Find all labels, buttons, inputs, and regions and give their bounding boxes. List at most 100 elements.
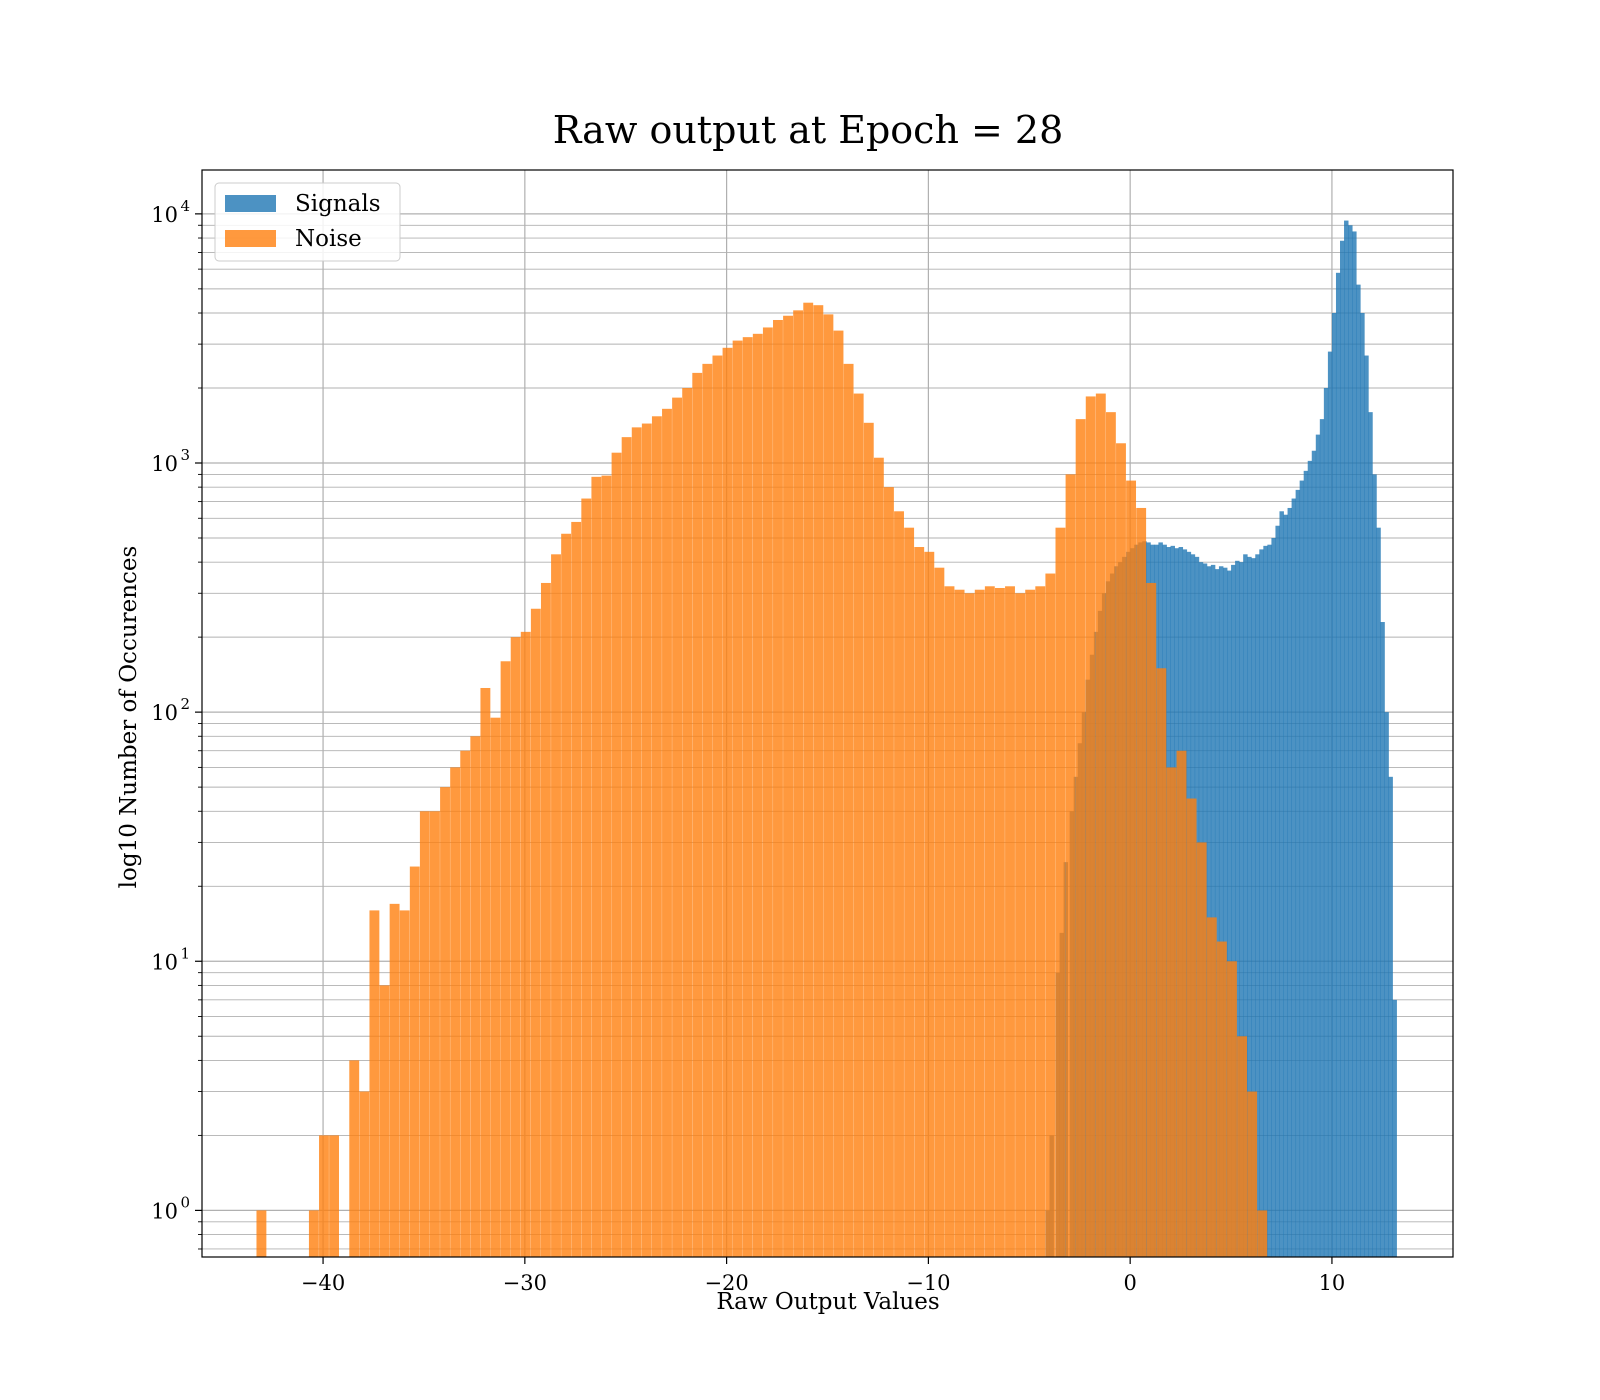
histogram-bar-noise bbox=[530, 608, 541, 1257]
x-tick-label: −30 bbox=[503, 1271, 547, 1295]
histogram-bar-signals bbox=[1287, 507, 1293, 1257]
y-tick-label-exponent: 0 bbox=[180, 1193, 190, 1211]
histogram-bar-noise bbox=[1015, 593, 1026, 1257]
histogram-bar-signals bbox=[1235, 560, 1240, 1257]
x-tick-label: 10 bbox=[1319, 1271, 1346, 1295]
y-tick-label: 10 bbox=[151, 950, 178, 974]
histogram-bar-noise bbox=[1166, 767, 1177, 1257]
histogram-bar-noise bbox=[1116, 443, 1126, 1257]
histogram-bar-noise bbox=[1156, 668, 1167, 1257]
histogram-bar-noise bbox=[742, 337, 753, 1257]
plot-area-border bbox=[201, 169, 1454, 1258]
histogram-bar-noise bbox=[379, 985, 390, 1257]
histogram-bar-signals bbox=[1356, 284, 1361, 1258]
histogram-bar-noise bbox=[1055, 527, 1066, 1257]
histogram-bar-noise bbox=[430, 811, 440, 1257]
legend-swatch-noise bbox=[225, 230, 276, 247]
histogram-bar-signals bbox=[1323, 388, 1329, 1258]
histogram-bar-signals bbox=[1340, 240, 1345, 1257]
histogram-bar-noise bbox=[601, 475, 612, 1257]
histogram-bar-noise bbox=[440, 787, 450, 1257]
histogram-bar-signals bbox=[1247, 556, 1252, 1257]
y-tick-label: 10 bbox=[151, 1199, 178, 1223]
histogram-bar-noise bbox=[540, 582, 551, 1257]
histogram-bar-noise bbox=[803, 302, 814, 1258]
histogram-bar-noise bbox=[914, 547, 925, 1257]
histogram-bar-noise bbox=[581, 498, 592, 1257]
y-tick-label: 10 bbox=[151, 452, 178, 476]
series-noise-bars bbox=[256, 302, 1268, 1258]
histogram-bar-noise bbox=[409, 866, 420, 1257]
histogram-bar-noise bbox=[500, 661, 511, 1257]
histogram-bar-noise bbox=[1216, 941, 1227, 1257]
histogram-bar-noise bbox=[813, 305, 824, 1257]
histogram-bar-noise bbox=[450, 767, 461, 1257]
histogram-bar-noise bbox=[1095, 393, 1106, 1257]
histogram-bar-signals bbox=[1348, 225, 1353, 1257]
histogram-bar-noise bbox=[571, 521, 582, 1257]
histogram-bar-noise bbox=[611, 452, 622, 1257]
x-tick-label: −40 bbox=[301, 1271, 345, 1295]
histogram-bar-noise bbox=[853, 393, 864, 1257]
y-tick-label: 10 bbox=[151, 203, 178, 227]
histogram-bar-noise bbox=[934, 567, 945, 1257]
histogram-bar-signals bbox=[1214, 569, 1220, 1257]
histogram-bar-noise bbox=[702, 363, 713, 1257]
histogram-bar-signals bbox=[1222, 567, 1228, 1257]
histogram-bar-noise bbox=[773, 319, 783, 1257]
histogram-bar-noise bbox=[641, 423, 652, 1257]
histogram-bar-noise bbox=[591, 476, 602, 1257]
histogram-bar-signals bbox=[1267, 544, 1272, 1257]
histogram-bar-noise bbox=[1045, 573, 1056, 1257]
legend-label-noise: Noise bbox=[295, 226, 362, 252]
histogram-bar-signals bbox=[1311, 450, 1317, 1258]
histogram-bar-signals bbox=[1239, 562, 1244, 1257]
histogram-bar-noise bbox=[1136, 507, 1147, 1257]
histogram-bar-noise bbox=[833, 330, 844, 1257]
histogram-bar-signals bbox=[1352, 231, 1357, 1257]
y-tick-label: 10 bbox=[151, 701, 178, 725]
histogram-bar-noise bbox=[1085, 396, 1096, 1257]
histogram-bar-signals bbox=[1295, 489, 1301, 1257]
histogram-bar-signals bbox=[1299, 480, 1305, 1258]
histogram-bar-noise bbox=[793, 310, 804, 1257]
histogram-bar-signals bbox=[1303, 470, 1309, 1257]
histogram-bar-signals bbox=[1368, 412, 1373, 1257]
histogram-bar-signals bbox=[1319, 419, 1325, 1257]
histogram-bar-noise bbox=[974, 589, 985, 1257]
histogram-bar-noise bbox=[873, 457, 884, 1257]
chart-title: Raw output at Epoch = 28 bbox=[553, 108, 1064, 152]
y-tick-label-exponent: 2 bbox=[180, 695, 190, 713]
histogram-bar-signals bbox=[1259, 549, 1264, 1257]
histogram-bar-noise bbox=[662, 408, 672, 1257]
histogram-bar-noise bbox=[460, 750, 471, 1257]
histogram-bar-signals bbox=[1360, 313, 1365, 1257]
histogram-bar-noise bbox=[944, 586, 955, 1257]
histogram-bar-noise bbox=[883, 487, 894, 1257]
histogram-bar-noise bbox=[1005, 586, 1015, 1257]
histogram-bar-noise bbox=[843, 363, 854, 1257]
histogram-bar-noise bbox=[762, 327, 773, 1257]
x-tick-label: −10 bbox=[906, 1271, 950, 1295]
histogram-bar-noise bbox=[732, 340, 743, 1257]
histogram-bar-signals bbox=[1372, 474, 1377, 1257]
histogram-bar-noise bbox=[490, 717, 501, 1257]
histogram-bar-noise bbox=[419, 811, 430, 1257]
bars-layer bbox=[256, 220, 1397, 1258]
y-tick-label-exponent: 3 bbox=[180, 446, 190, 464]
histogram-bar-signals bbox=[1279, 511, 1284, 1257]
histogram-bar-signals bbox=[1364, 355, 1369, 1258]
plot-frame bbox=[201, 169, 1454, 1258]
histogram-bar-signals bbox=[1291, 498, 1297, 1257]
histogram-bar-noise bbox=[510, 637, 521, 1257]
x-tick-label: 0 bbox=[1123, 1271, 1136, 1295]
histogram-bar-signals bbox=[1275, 525, 1280, 1257]
histogram-bar-noise bbox=[984, 586, 995, 1257]
histogram-bar-noise bbox=[369, 910, 380, 1257]
legend-swatch-signals bbox=[225, 195, 276, 212]
histogram-bar-noise bbox=[480, 687, 491, 1257]
x-tick-label: −20 bbox=[704, 1271, 748, 1295]
histogram-bar-signals bbox=[1243, 554, 1248, 1257]
histogram-bar-noise bbox=[1146, 582, 1157, 1257]
